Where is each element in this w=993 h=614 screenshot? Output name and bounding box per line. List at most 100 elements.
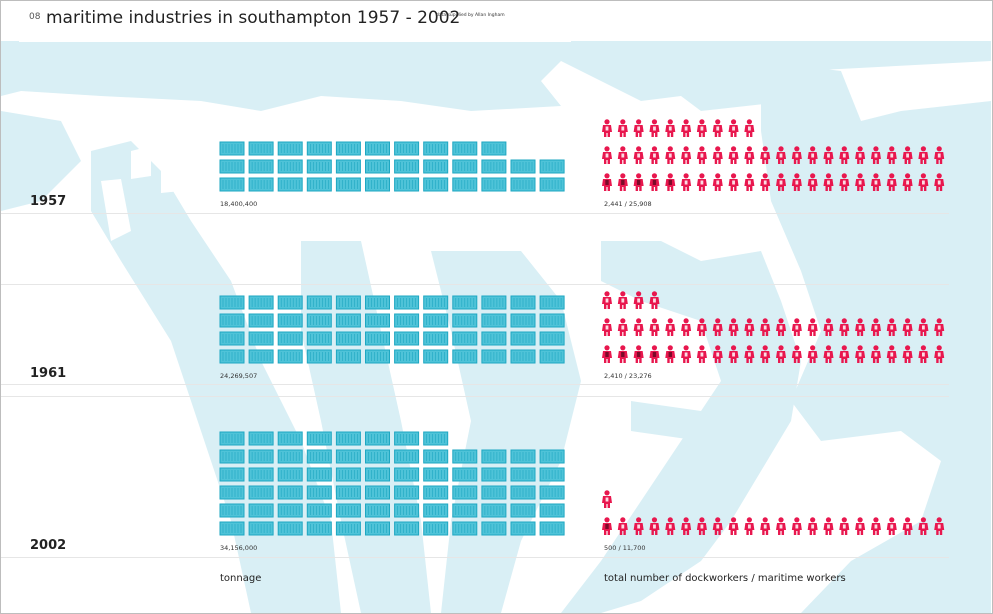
container-icon bbox=[510, 177, 536, 192]
container-icon bbox=[335, 467, 361, 482]
worker-icon bbox=[823, 345, 834, 363]
workers-value-1957: 2,441 / 25,908 bbox=[604, 200, 652, 208]
worker-icon bbox=[918, 345, 929, 363]
container-icon bbox=[277, 485, 303, 500]
worker-icon bbox=[696, 345, 707, 363]
container-icon bbox=[277, 521, 303, 536]
worker-icon bbox=[617, 517, 628, 535]
container-icon bbox=[365, 331, 390, 346]
container-icon bbox=[510, 295, 536, 310]
worker-icon bbox=[807, 345, 818, 363]
worker-icon bbox=[633, 119, 644, 137]
worker-icon bbox=[617, 345, 628, 363]
container-icon bbox=[423, 467, 449, 482]
container-icon bbox=[423, 141, 449, 156]
container-icon bbox=[539, 503, 565, 518]
container-icon bbox=[365, 313, 390, 328]
container-icon bbox=[335, 349, 361, 364]
year-label-2002: 2002 bbox=[30, 538, 67, 553]
container-icon bbox=[248, 521, 274, 536]
container-icon bbox=[248, 485, 274, 500]
container-icon bbox=[306, 159, 332, 174]
container-icon bbox=[394, 331, 420, 346]
container-icon bbox=[277, 431, 303, 446]
container-icon bbox=[365, 295, 390, 310]
container-icon bbox=[277, 467, 303, 482]
workers-value-2002: 500 / 11,700 bbox=[604, 544, 646, 552]
container-icon bbox=[423, 485, 449, 500]
container-icon bbox=[248, 177, 274, 192]
worker-icon bbox=[665, 119, 676, 137]
container-icon bbox=[248, 295, 274, 310]
container-icon bbox=[248, 159, 274, 174]
worker-icon bbox=[807, 517, 818, 535]
worker-icon bbox=[712, 517, 723, 535]
container-icon bbox=[219, 295, 245, 310]
container-icon bbox=[306, 431, 332, 446]
container-icon bbox=[452, 449, 478, 464]
container-icon bbox=[539, 295, 565, 310]
container-icon bbox=[452, 295, 478, 310]
worker-icon bbox=[823, 318, 834, 336]
container-icon bbox=[510, 349, 536, 364]
container-icon bbox=[452, 467, 478, 482]
worker-icon bbox=[823, 517, 834, 535]
container-icon bbox=[248, 141, 274, 156]
worker-icon bbox=[870, 517, 881, 535]
worker-icon bbox=[712, 173, 723, 191]
worker-icon bbox=[633, 318, 644, 336]
tonnage-value-1961: 24,269,507 bbox=[220, 372, 258, 380]
worker-icon bbox=[681, 318, 692, 336]
worker-icon bbox=[870, 318, 881, 336]
container-icon bbox=[394, 295, 420, 310]
worker-icon bbox=[712, 119, 723, 137]
year-label-1957: 1957 bbox=[30, 194, 67, 209]
container-icon bbox=[481, 449, 507, 464]
container-icon bbox=[306, 503, 332, 518]
container-icon bbox=[365, 467, 390, 482]
worker-icon bbox=[681, 517, 692, 535]
worker-icon bbox=[633, 345, 644, 363]
worker-icon bbox=[728, 345, 739, 363]
worker-icon bbox=[791, 146, 802, 164]
container-icon bbox=[248, 313, 274, 328]
container-icon bbox=[452, 521, 478, 536]
worker-icon bbox=[807, 318, 818, 336]
container-icon bbox=[277, 295, 303, 310]
container-icon bbox=[335, 159, 361, 174]
worker-icon bbox=[902, 345, 913, 363]
container-icon bbox=[306, 295, 332, 310]
worker-icon bbox=[696, 146, 707, 164]
container-icon bbox=[394, 159, 420, 174]
container-icon bbox=[510, 159, 536, 174]
worker-icon bbox=[649, 291, 660, 309]
worker-icon bbox=[886, 173, 897, 191]
worker-icon bbox=[918, 517, 929, 535]
container-icon bbox=[365, 449, 390, 464]
worker-icon bbox=[839, 173, 850, 191]
row-divider bbox=[1, 396, 949, 397]
container-icon bbox=[219, 431, 245, 446]
worker-icon bbox=[791, 173, 802, 191]
container-icon bbox=[394, 431, 420, 446]
container-icon bbox=[365, 349, 390, 364]
worker-icon bbox=[918, 318, 929, 336]
container-icon bbox=[452, 159, 478, 174]
container-icon bbox=[510, 313, 536, 328]
worker-icon bbox=[681, 146, 692, 164]
worker-icon bbox=[902, 146, 913, 164]
container-icon bbox=[219, 159, 245, 174]
data-credit: data supplied by Allan Ingham bbox=[436, 13, 505, 18]
worker-icon bbox=[886, 345, 897, 363]
container-icon bbox=[423, 159, 449, 174]
worker-icon bbox=[665, 173, 676, 191]
worker-icon bbox=[649, 173, 660, 191]
container-icon bbox=[539, 521, 565, 536]
worker-icon bbox=[602, 517, 612, 535]
container-icon bbox=[394, 349, 420, 364]
container-icon bbox=[539, 159, 565, 174]
worker-icon bbox=[696, 318, 707, 336]
container-icon bbox=[539, 177, 565, 192]
worker-icon bbox=[602, 173, 612, 191]
